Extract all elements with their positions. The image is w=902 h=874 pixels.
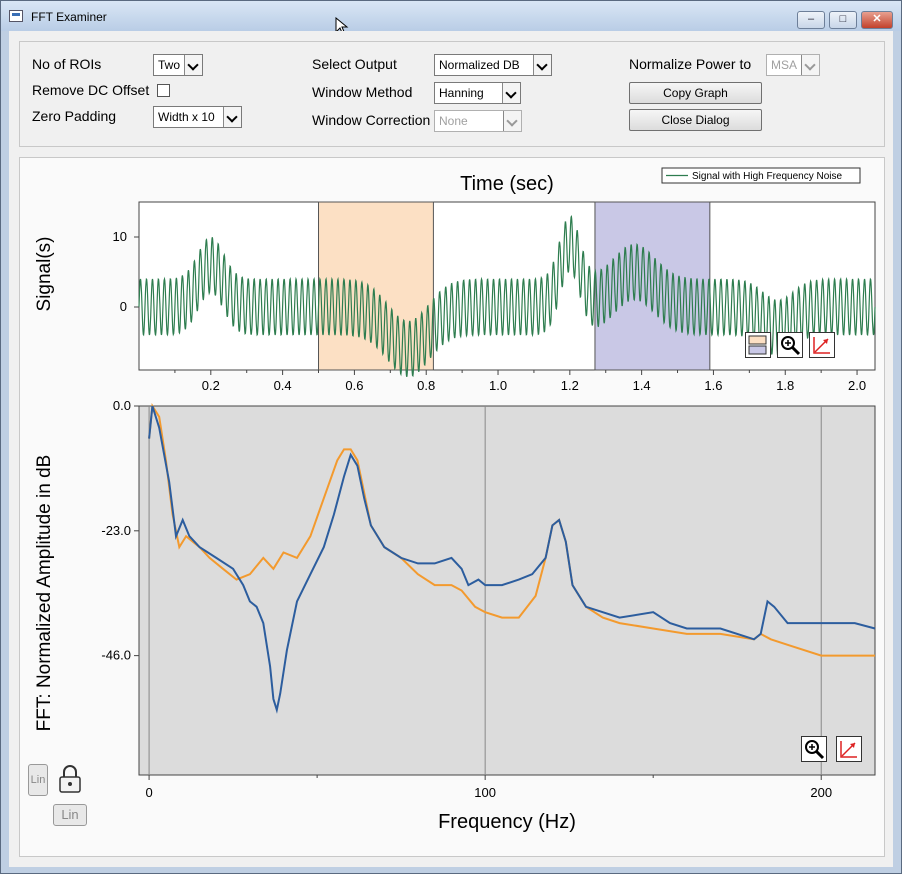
time-axis-ticks: 0.2 0.4 0.6 0.8 1.0 1.2 1.4 1.6 1.8 2.0 10 0: [113, 229, 867, 393]
zero-padding-label: Zero Padding: [32, 108, 117, 124]
normalize-select[interactable]: MSA: [766, 54, 820, 76]
window-correction-select[interactable]: None: [434, 110, 522, 132]
legend-entry: Signal with High Frequency Noise: [692, 171, 843, 182]
rois-select[interactable]: Two: [153, 54, 203, 76]
graph-panel: Time (sec) Signal with High Frequency No…: [19, 157, 885, 857]
window-title: FFT Examiner: [31, 10, 107, 24]
dialog-client: No of ROIs Two Remove DC Offset Zero Pad…: [9, 31, 893, 867]
normalize-value: MSA: [771, 58, 798, 72]
roi-settings-button[interactable]: [745, 332, 771, 358]
fft-rescale-button[interactable]: [836, 736, 862, 762]
roi-settings-icon: [748, 335, 767, 355]
zero-padding-select[interactable]: Width x 10: [153, 106, 242, 128]
x-scale-lin-button[interactable]: Lin: [53, 804, 87, 826]
x-tick-label: 2.0: [848, 378, 866, 393]
dc-offset-label: Remove DC Offset: [32, 82, 150, 98]
fft-ylabel: FFT: Normalized Amplitude in dB: [34, 455, 55, 732]
x-tick-label: 0.4: [274, 378, 292, 393]
output-label: Select Output: [312, 56, 397, 72]
rois-value: Two: [158, 58, 181, 72]
lock-button[interactable]: [56, 764, 84, 794]
window-method-label: Window Method: [312, 84, 413, 100]
x-tick-label: 1.4: [633, 378, 651, 393]
settings-panel: No of ROIs Two Remove DC Offset Zero Pad…: [19, 41, 885, 147]
minimize-button[interactable]: –: [797, 11, 825, 29]
x-tick-label: 0.6: [345, 378, 363, 393]
chevron-down-icon: [503, 111, 521, 131]
rescale-axes-icon: [840, 741, 857, 758]
x-tick-label: 1.6: [704, 378, 722, 393]
fft-roi-1-line: [148, 402, 875, 657]
zero-padding-value: Width x 10: [158, 110, 215, 124]
rois-label: No of ROIs: [32, 56, 102, 72]
window-method-select[interactable]: Hanning: [434, 82, 521, 104]
x-tick-label: 0: [145, 785, 152, 800]
chevron-down-icon: [184, 55, 202, 75]
chevron-down-icon: [502, 83, 520, 103]
x-tick-label: 100: [474, 785, 496, 800]
copy-graph-button[interactable]: Copy Graph: [629, 82, 762, 104]
maximize-button[interactable]: □: [829, 11, 857, 29]
y-tick-label: 10: [113, 229, 127, 244]
window-correction-label: Window Correction: [312, 112, 431, 128]
x-tick-label: 200: [810, 785, 832, 800]
y-tick-label: 0: [120, 299, 127, 314]
x-tick-label: 1.2: [561, 378, 579, 393]
zoom-icon: [781, 336, 801, 356]
chevron-down-icon: [533, 55, 551, 75]
close-dialog-button[interactable]: Close Dialog: [629, 109, 762, 131]
fft-axis-ticks: 0 100 200 0.0 -23.0 -46.0: [101, 398, 832, 800]
y-tick-label: -46.0: [101, 648, 131, 663]
charts-svg: Time (sec) Signal with High Frequency No…: [34, 167, 876, 833]
fft-zoom-button[interactable]: [801, 736, 827, 762]
x-tick-label: 0.8: [417, 378, 435, 393]
time-legend: Signal with High Frequency Noise: [661, 167, 861, 184]
output-value: Normalized DB: [439, 58, 520, 72]
time-rescale-button[interactable]: [809, 332, 835, 358]
title-bar[interactable]: FFT Examiner – □ ✕: [1, 1, 901, 31]
y-tick-label: 0.0: [113, 398, 131, 413]
window-method-value: Hanning: [439, 86, 484, 100]
time-chart-ylabel: Signal(s): [34, 237, 55, 312]
close-window-button[interactable]: ✕: [861, 11, 893, 29]
fft-plot-area: [138, 405, 876, 776]
x-tick-label: 1.0: [489, 378, 507, 393]
y-tick-label: -23.0: [101, 523, 131, 538]
fft-roi-2-line: [148, 405, 876, 714]
normalize-label: Normalize Power to: [629, 56, 752, 72]
chevron-down-icon: [223, 107, 241, 127]
app-icon: [9, 10, 23, 22]
x-tick-label: 1.8: [776, 378, 794, 393]
fft-xlabel: Frequency (Hz): [438, 811, 576, 833]
window-correction-value: None: [439, 114, 468, 128]
signal-line: [138, 215, 876, 378]
time-chart-title: Time (sec): [460, 173, 554, 195]
y-scale-lin-button[interactable]: Lin: [28, 764, 48, 796]
time-zoom-button[interactable]: [777, 332, 803, 358]
dc-offset-checkbox[interactable]: [157, 84, 170, 97]
lock-icon: [59, 765, 81, 793]
zoom-icon: [805, 740, 825, 760]
chevron-down-icon: [801, 55, 819, 75]
output-select[interactable]: Normalized DB: [434, 54, 552, 76]
rescale-axes-icon: [813, 337, 830, 354]
x-tick-label: 0.2: [202, 378, 220, 393]
